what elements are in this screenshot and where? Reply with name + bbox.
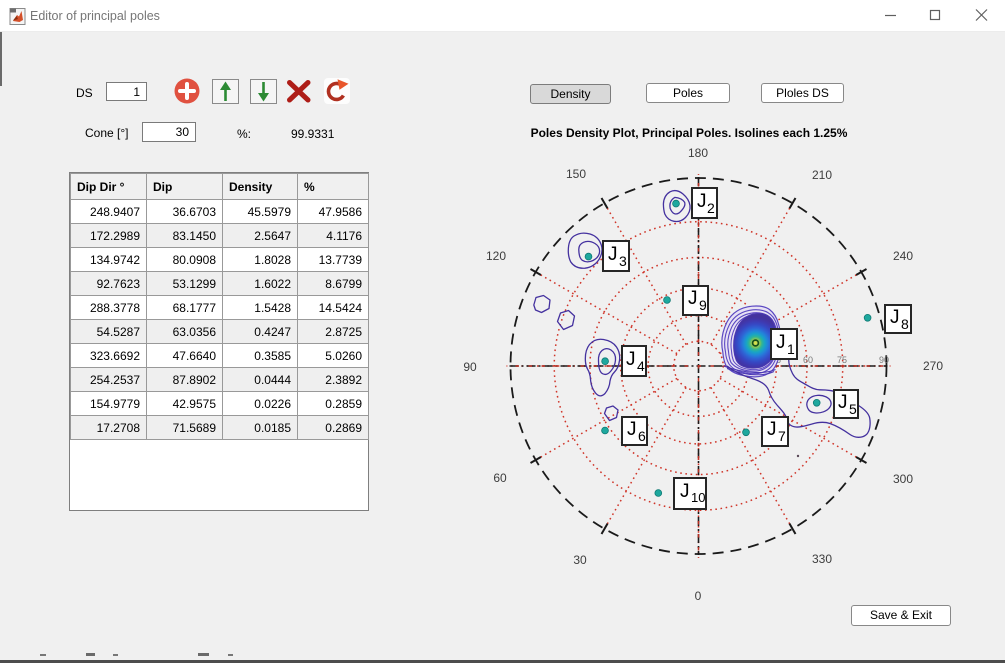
svg-text:60: 60 (803, 355, 813, 365)
svg-text:60: 60 (493, 471, 507, 485)
svg-text:120: 120 (486, 249, 506, 263)
svg-text:180: 180 (688, 146, 708, 160)
svg-text:210: 210 (812, 168, 832, 182)
svg-text:330: 330 (812, 552, 832, 566)
svg-text:30: 30 (573, 553, 587, 567)
svg-text:0: 0 (695, 589, 702, 603)
svg-text:150: 150 (566, 167, 586, 181)
svg-text:90: 90 (463, 360, 477, 374)
svg-text:270: 270 (923, 359, 943, 373)
svg-text:90: 90 (879, 355, 889, 365)
svg-text:75: 75 (837, 355, 847, 365)
svg-text:240: 240 (893, 249, 913, 263)
svg-text:300: 300 (893, 472, 913, 486)
